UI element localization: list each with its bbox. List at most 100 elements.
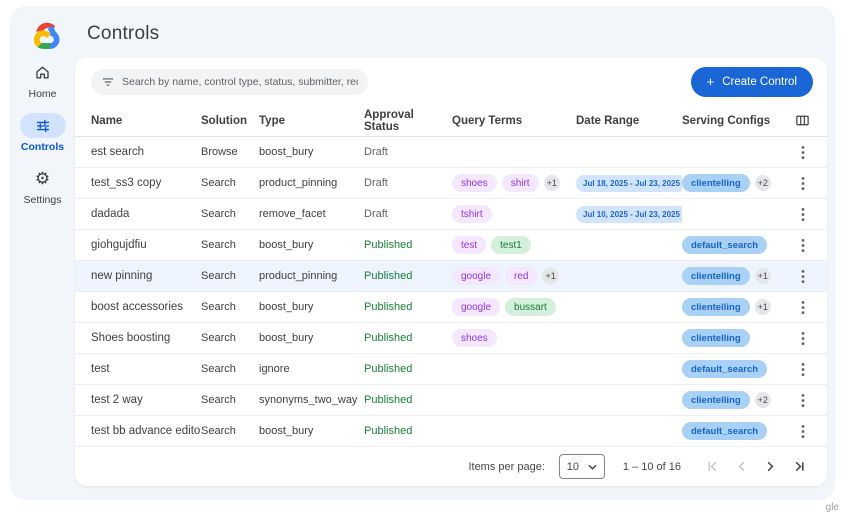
query-term-chip: google	[452, 267, 501, 285]
google-cloud-logo	[31, 19, 61, 49]
previous-page-icon[interactable]	[732, 457, 751, 476]
query-term-chip: shirt	[501, 174, 539, 192]
query-term-chip: tshirt	[452, 205, 492, 223]
cell-solution: Search	[201, 270, 236, 282]
sidebar-item-label: Settings	[23, 194, 62, 206]
cell-solution: Search	[201, 208, 236, 220]
cell-name: giohgujdfiu	[91, 239, 147, 251]
serving-configs-cell: default_search	[682, 236, 790, 254]
cell-type: product_pinning	[259, 177, 338, 189]
cell-type: boost_bury	[259, 239, 314, 251]
search-input[interactable]	[122, 75, 358, 88]
query-term-chip: bussart	[505, 298, 556, 316]
table-body: est search Browse boost_bury Draft test_ss3 …	[75, 137, 827, 447]
approval-status: Draft	[364, 177, 388, 189]
approval-status: Draft	[364, 208, 388, 220]
cell-type: product_pinning	[259, 270, 338, 282]
create-control-button[interactable]: + Create Control	[690, 66, 813, 97]
watermark-text: gle	[825, 502, 839, 513]
approval-status: Draft	[364, 146, 388, 158]
column-header-approval-status: Approval Status	[364, 108, 414, 133]
more-count-badge: +2	[754, 392, 771, 408]
sidebar-item-settings[interactable]: ⚙ Settings	[20, 166, 66, 206]
cell-type: boost_bury	[259, 146, 314, 158]
table-header: Name Solution Type Approval Status Query…	[75, 105, 827, 137]
row-menu-button[interactable]	[795, 298, 811, 317]
row-menu-button[interactable]	[795, 422, 811, 441]
table-row[interactable]: test Search ignore Published default_search	[75, 354, 827, 385]
table-row[interactable]: test bb advance editor Search boost_bury Pu…	[75, 416, 827, 447]
chevron-down-icon	[588, 464, 597, 470]
cell-solution: Search	[201, 239, 236, 251]
cell-solution: Search	[201, 363, 236, 375]
sidebar-item-label: Home	[28, 88, 57, 100]
query-term-chip: google	[452, 298, 501, 316]
table-row[interactable]: giohgujdfiu Search boost_bury Published test…	[75, 230, 827, 261]
query-terms-cell: shoes	[452, 329, 576, 347]
serving-config-chip: clientelling	[682, 267, 750, 285]
cell-solution: Search	[201, 332, 236, 344]
query-term-chip: shoes	[452, 329, 497, 347]
row-menu-button[interactable]	[795, 391, 811, 410]
cell-name: boost accessories	[91, 301, 184, 313]
items-per-page-select[interactable]: 10	[558, 454, 605, 479]
search-bar[interactable]	[91, 68, 368, 95]
query-terms-cell: google red +1	[452, 267, 576, 285]
cell-type: synonyms_two_way	[259, 394, 358, 406]
cell-name: est search	[91, 146, 145, 158]
serving-configs-cell: clientelling +2	[682, 391, 790, 409]
next-page-icon[interactable]	[761, 457, 780, 476]
cell-solution: Search	[201, 177, 236, 189]
table-row[interactable]: est search Browse boost_bury Draft	[75, 137, 827, 168]
toolbar: + Create Control	[75, 58, 827, 105]
query-terms-cell: tshirt	[452, 205, 576, 223]
cell-type: remove_facet	[259, 208, 326, 220]
row-menu-button[interactable]	[795, 236, 811, 255]
last-page-icon[interactable]	[790, 457, 809, 476]
query-term-chip: red	[505, 267, 538, 285]
table-row[interactable]: test 2 way Search synonyms_two_way Publishe…	[75, 385, 827, 416]
more-count-badge: +2	[754, 175, 771, 191]
column-header-solution: Solution	[201, 114, 247, 127]
column-picker-icon[interactable]	[795, 113, 810, 128]
approval-status: Published	[364, 332, 413, 344]
table-row[interactable]: boost accessories Search boost_bury Publish…	[75, 292, 827, 323]
approval-status: Published	[364, 425, 413, 437]
pagination: Items per page: 10 1 – 10 of 16	[75, 447, 827, 486]
row-menu-button[interactable]	[795, 267, 811, 286]
gear-icon: ⚙	[34, 169, 51, 188]
filter-icon	[101, 75, 115, 89]
more-count-badge: +1	[543, 175, 560, 191]
date-range-cell: Jul 18, 2025 - Jul 23, 2025	[576, 174, 682, 192]
table-row[interactable]: new pinning Search product_pinning Publishe…	[75, 261, 827, 292]
approval-status: Published	[364, 239, 413, 251]
items-per-page-value: 10	[566, 460, 580, 473]
row-menu-button[interactable]	[795, 174, 811, 193]
app-header: Controls	[31, 18, 159, 50]
serving-configs-cell: clientelling +1	[682, 267, 790, 285]
query-terms-cell: test test1	[452, 236, 576, 254]
cell-type: boost_bury	[259, 301, 314, 313]
row-menu-button[interactable]	[795, 143, 811, 162]
table-row[interactable]: dadada Search remove_facet Draft tshirt Jul 1…	[75, 199, 827, 230]
pager-nav	[703, 457, 809, 476]
table-row[interactable]: Shoes boosting Search boost_bury Published s…	[75, 323, 827, 354]
cell-solution: Search	[201, 425, 236, 437]
date-range-chip: Jul 18, 2025 - Jul 23, 2025	[576, 174, 682, 192]
more-count-badge: +1	[754, 299, 771, 315]
row-menu-button[interactable]	[795, 360, 811, 379]
cell-name: Shoes boosting	[91, 332, 171, 344]
column-header-type: Type	[259, 114, 285, 127]
serving-config-chip: default_search	[682, 422, 768, 440]
first-page-icon[interactable]	[703, 457, 722, 476]
serving-config-chip: clientelling	[682, 329, 750, 347]
plus-icon: +	[706, 74, 715, 89]
sidebar-item-controls[interactable]: Controls	[19, 113, 66, 153]
content-card: + Create Control Name Solution Type Appr…	[75, 58, 827, 486]
approval-status: Published	[364, 363, 413, 375]
row-menu-button[interactable]	[795, 205, 811, 224]
sidebar-item-home[interactable]: Home	[20, 60, 66, 100]
table-row[interactable]: test_ss3 copy Search product_pinning Draft s…	[75, 168, 827, 199]
row-menu-button[interactable]	[795, 329, 811, 348]
more-count-badge: +1	[754, 268, 771, 284]
